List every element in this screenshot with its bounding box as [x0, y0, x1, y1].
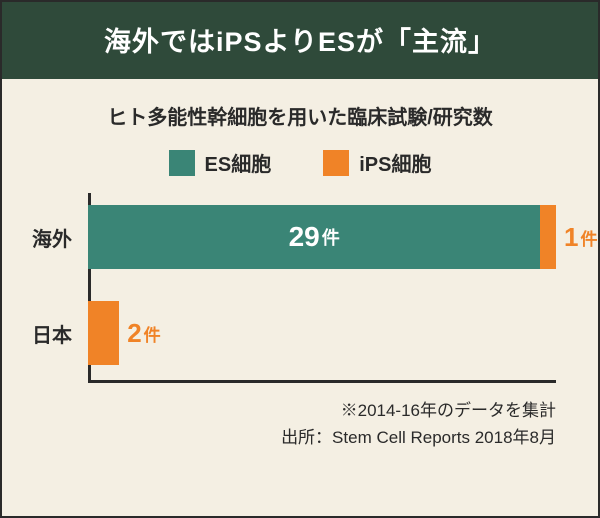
swatch-ips	[323, 150, 349, 176]
row-label-japan: 日本	[28, 319, 88, 348]
title-text: 海外ではiPSよりESが「主流」	[104, 27, 496, 57]
value-unit: 件	[322, 224, 340, 250]
legend: ES細胞 iPS細胞	[2, 148, 598, 193]
bars-japan: 2件	[88, 301, 556, 365]
value-japan-ips: 2件	[119, 301, 160, 365]
legend-item-es: ES細胞	[169, 148, 272, 177]
chart-frame: 海外ではiPSよりESが「主流」 ヒト多能性幹細胞を用いた臨床試験/研究数 ES…	[0, 0, 600, 518]
bars-overseas: 29件 1件	[88, 205, 556, 269]
bar-overseas-ips: 1件	[540, 205, 556, 269]
bar-overseas-es: 29件	[88, 205, 540, 269]
footnote-line1: ※2014-16年のデータを集計	[2, 397, 556, 424]
row-label-overseas: 海外	[28, 223, 88, 252]
value-num: 2	[127, 318, 141, 349]
value-unit: 件	[144, 321, 161, 346]
legend-label-ips: iPS細胞	[359, 148, 431, 177]
row-overseas: 海外 29件 1件	[28, 205, 556, 269]
value-overseas-es: 29件	[88, 205, 540, 269]
title-band: 海外ではiPSよりESが「主流」	[2, 2, 598, 79]
swatch-es	[169, 150, 195, 176]
value-overseas-ips: 1件	[556, 205, 597, 269]
footnote-line2: 出所：Stem Cell Reports 2018年8月	[2, 424, 556, 451]
legend-label-es: ES細胞	[205, 148, 272, 177]
x-axis	[88, 380, 556, 383]
subtitle: ヒト多能性幹細胞を用いた臨床試験/研究数	[2, 79, 598, 148]
value-num: 29	[289, 221, 320, 253]
value-num: 1	[564, 222, 578, 253]
chart-area: 海外 29件 1件 日本 2件	[28, 193, 556, 383]
bar-japan-ips: 2件	[88, 301, 119, 365]
row-japan: 日本 2件	[28, 301, 556, 365]
value-unit: 件	[580, 225, 597, 250]
legend-item-ips: iPS細胞	[323, 148, 431, 177]
footnotes: ※2014-16年のデータを集計 出所：Stem Cell Reports 20…	[2, 383, 598, 451]
